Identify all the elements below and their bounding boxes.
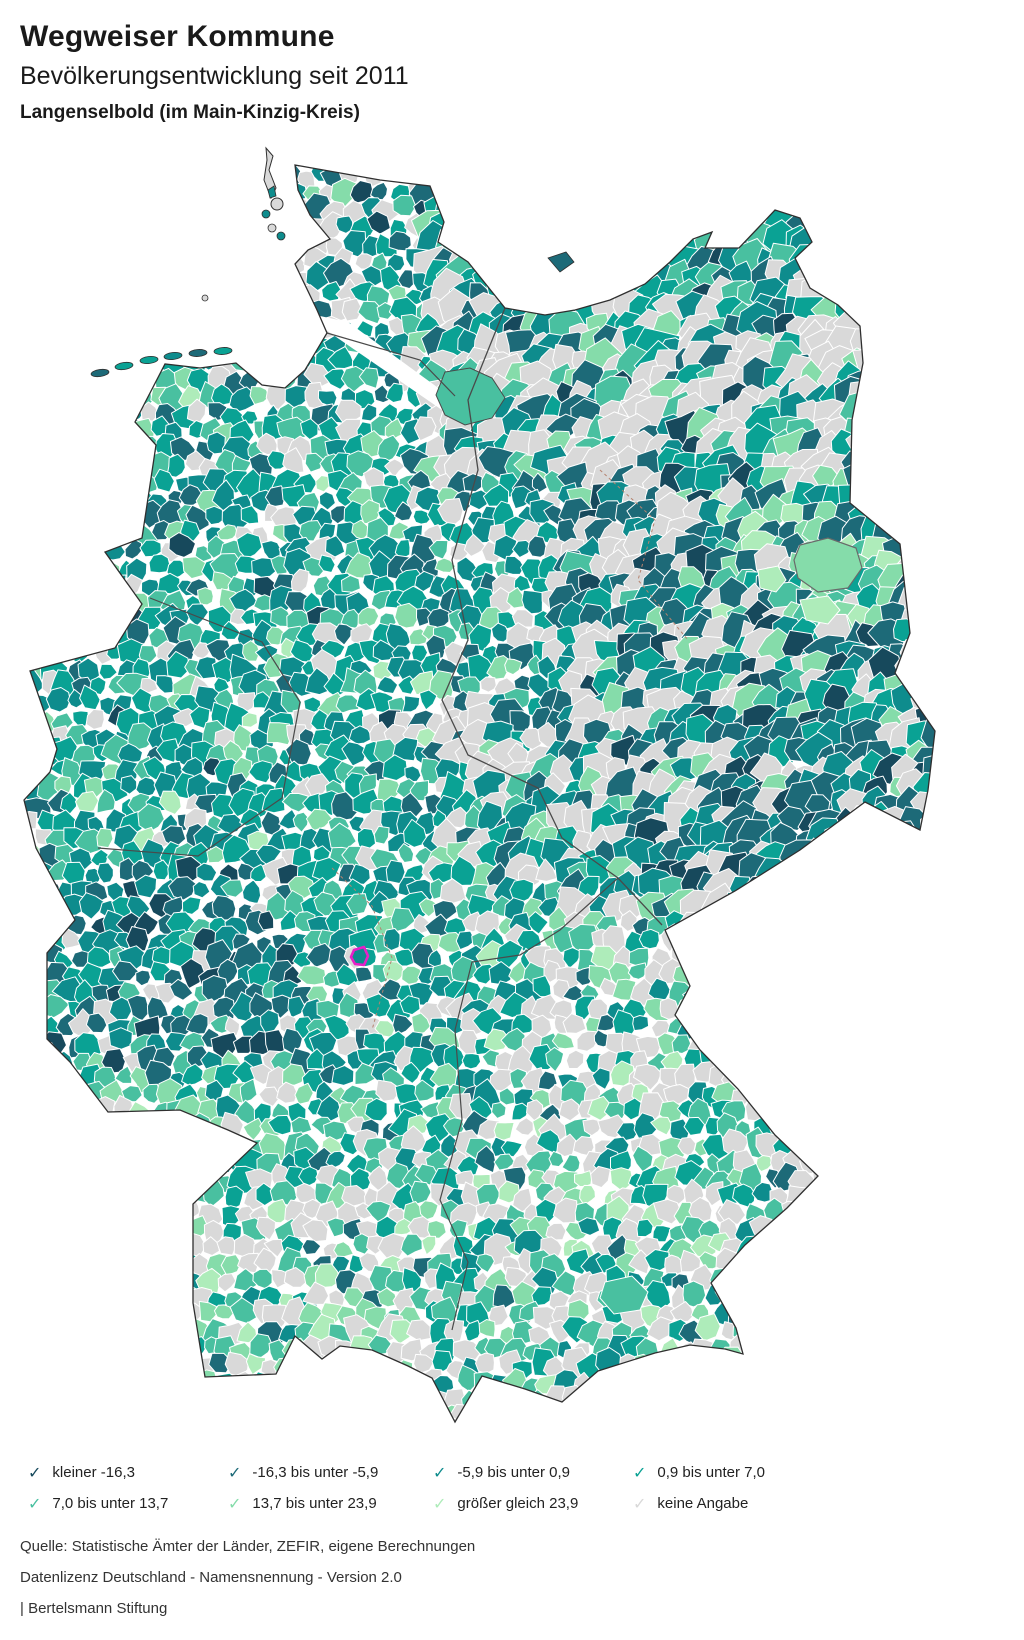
legend-item-label: 7,0 bis unter 13,7 <box>52 1495 169 1512</box>
footer-license: Datenlizenz Deutschland - Namensnennung … <box>20 1569 402 1586</box>
legend-item-label: 0,9 bis unter 7,0 <box>657 1464 765 1481</box>
legend-item-label: -16,3 bis unter -5,9 <box>252 1464 379 1481</box>
page-title: Wegweiser Kommune <box>20 20 335 53</box>
page-subtitle: Bevölkerungsentwicklung seit 2011 <box>20 62 409 90</box>
legend-check-icon: ✓ <box>633 1462 647 1482</box>
legend-item-label: -5,9 bis unter 0,9 <box>457 1464 570 1481</box>
legend-check-icon: ✓ <box>28 1493 42 1513</box>
footer-attribution: | Bertelsmann Stiftung <box>20 1600 168 1617</box>
highlight-marker[interactable] <box>349 945 370 967</box>
map-region-overlays <box>320 316 863 1315</box>
legend-check-icon: ✓ <box>433 1462 447 1482</box>
legend-item-class5[interactable]: ✓ 7,0 bis unter 13,7 <box>28 1495 168 1512</box>
legend-check-icon: ✓ <box>228 1493 242 1513</box>
legend-item-label: kleiner -16,3 <box>52 1464 135 1481</box>
country-outline <box>23 164 936 1424</box>
legend-item-class6[interactable]: ✓ 13,7 bis unter 23,9 <box>228 1495 377 1512</box>
legend-item-class2[interactable]: ✓ -16,3 bis unter -5,9 <box>228 1464 378 1481</box>
map-cells <box>24 165 935 1422</box>
map-islands <box>90 146 575 378</box>
legend-item-class4[interactable]: ✓ 0,9 bis unter 7,0 <box>633 1464 765 1481</box>
legend-item-label: keine Angabe <box>657 1495 749 1512</box>
selected-municipality-label: Langenselbold (im Main-Kinzig-Kreis) <box>20 102 360 123</box>
legend-check-icon: ✓ <box>433 1493 447 1513</box>
legend-check-icon: ✓ <box>28 1462 42 1482</box>
footer-source: Quelle: Statistische Ämter der Länder, Z… <box>20 1538 476 1555</box>
legend-item-class3[interactable]: ✓ -5,9 bis unter 0,9 <box>433 1464 570 1481</box>
legend-check-icon: ✓ <box>633 1493 647 1513</box>
legend-item-class1[interactable]: ✓ kleiner -16,3 <box>28 1464 135 1481</box>
legend-item-class8[interactable]: ✓ keine Angabe <box>633 1495 748 1512</box>
legend-item-label: 13,7 bis unter 23,9 <box>252 1495 377 1512</box>
legend-item-label: größer gleich 23,9 <box>457 1495 579 1512</box>
state-borders <box>97 307 689 1331</box>
legend-item-class7[interactable]: ✓ größer gleich 23,9 <box>433 1495 578 1512</box>
legend-check-icon: ✓ <box>228 1462 242 1482</box>
